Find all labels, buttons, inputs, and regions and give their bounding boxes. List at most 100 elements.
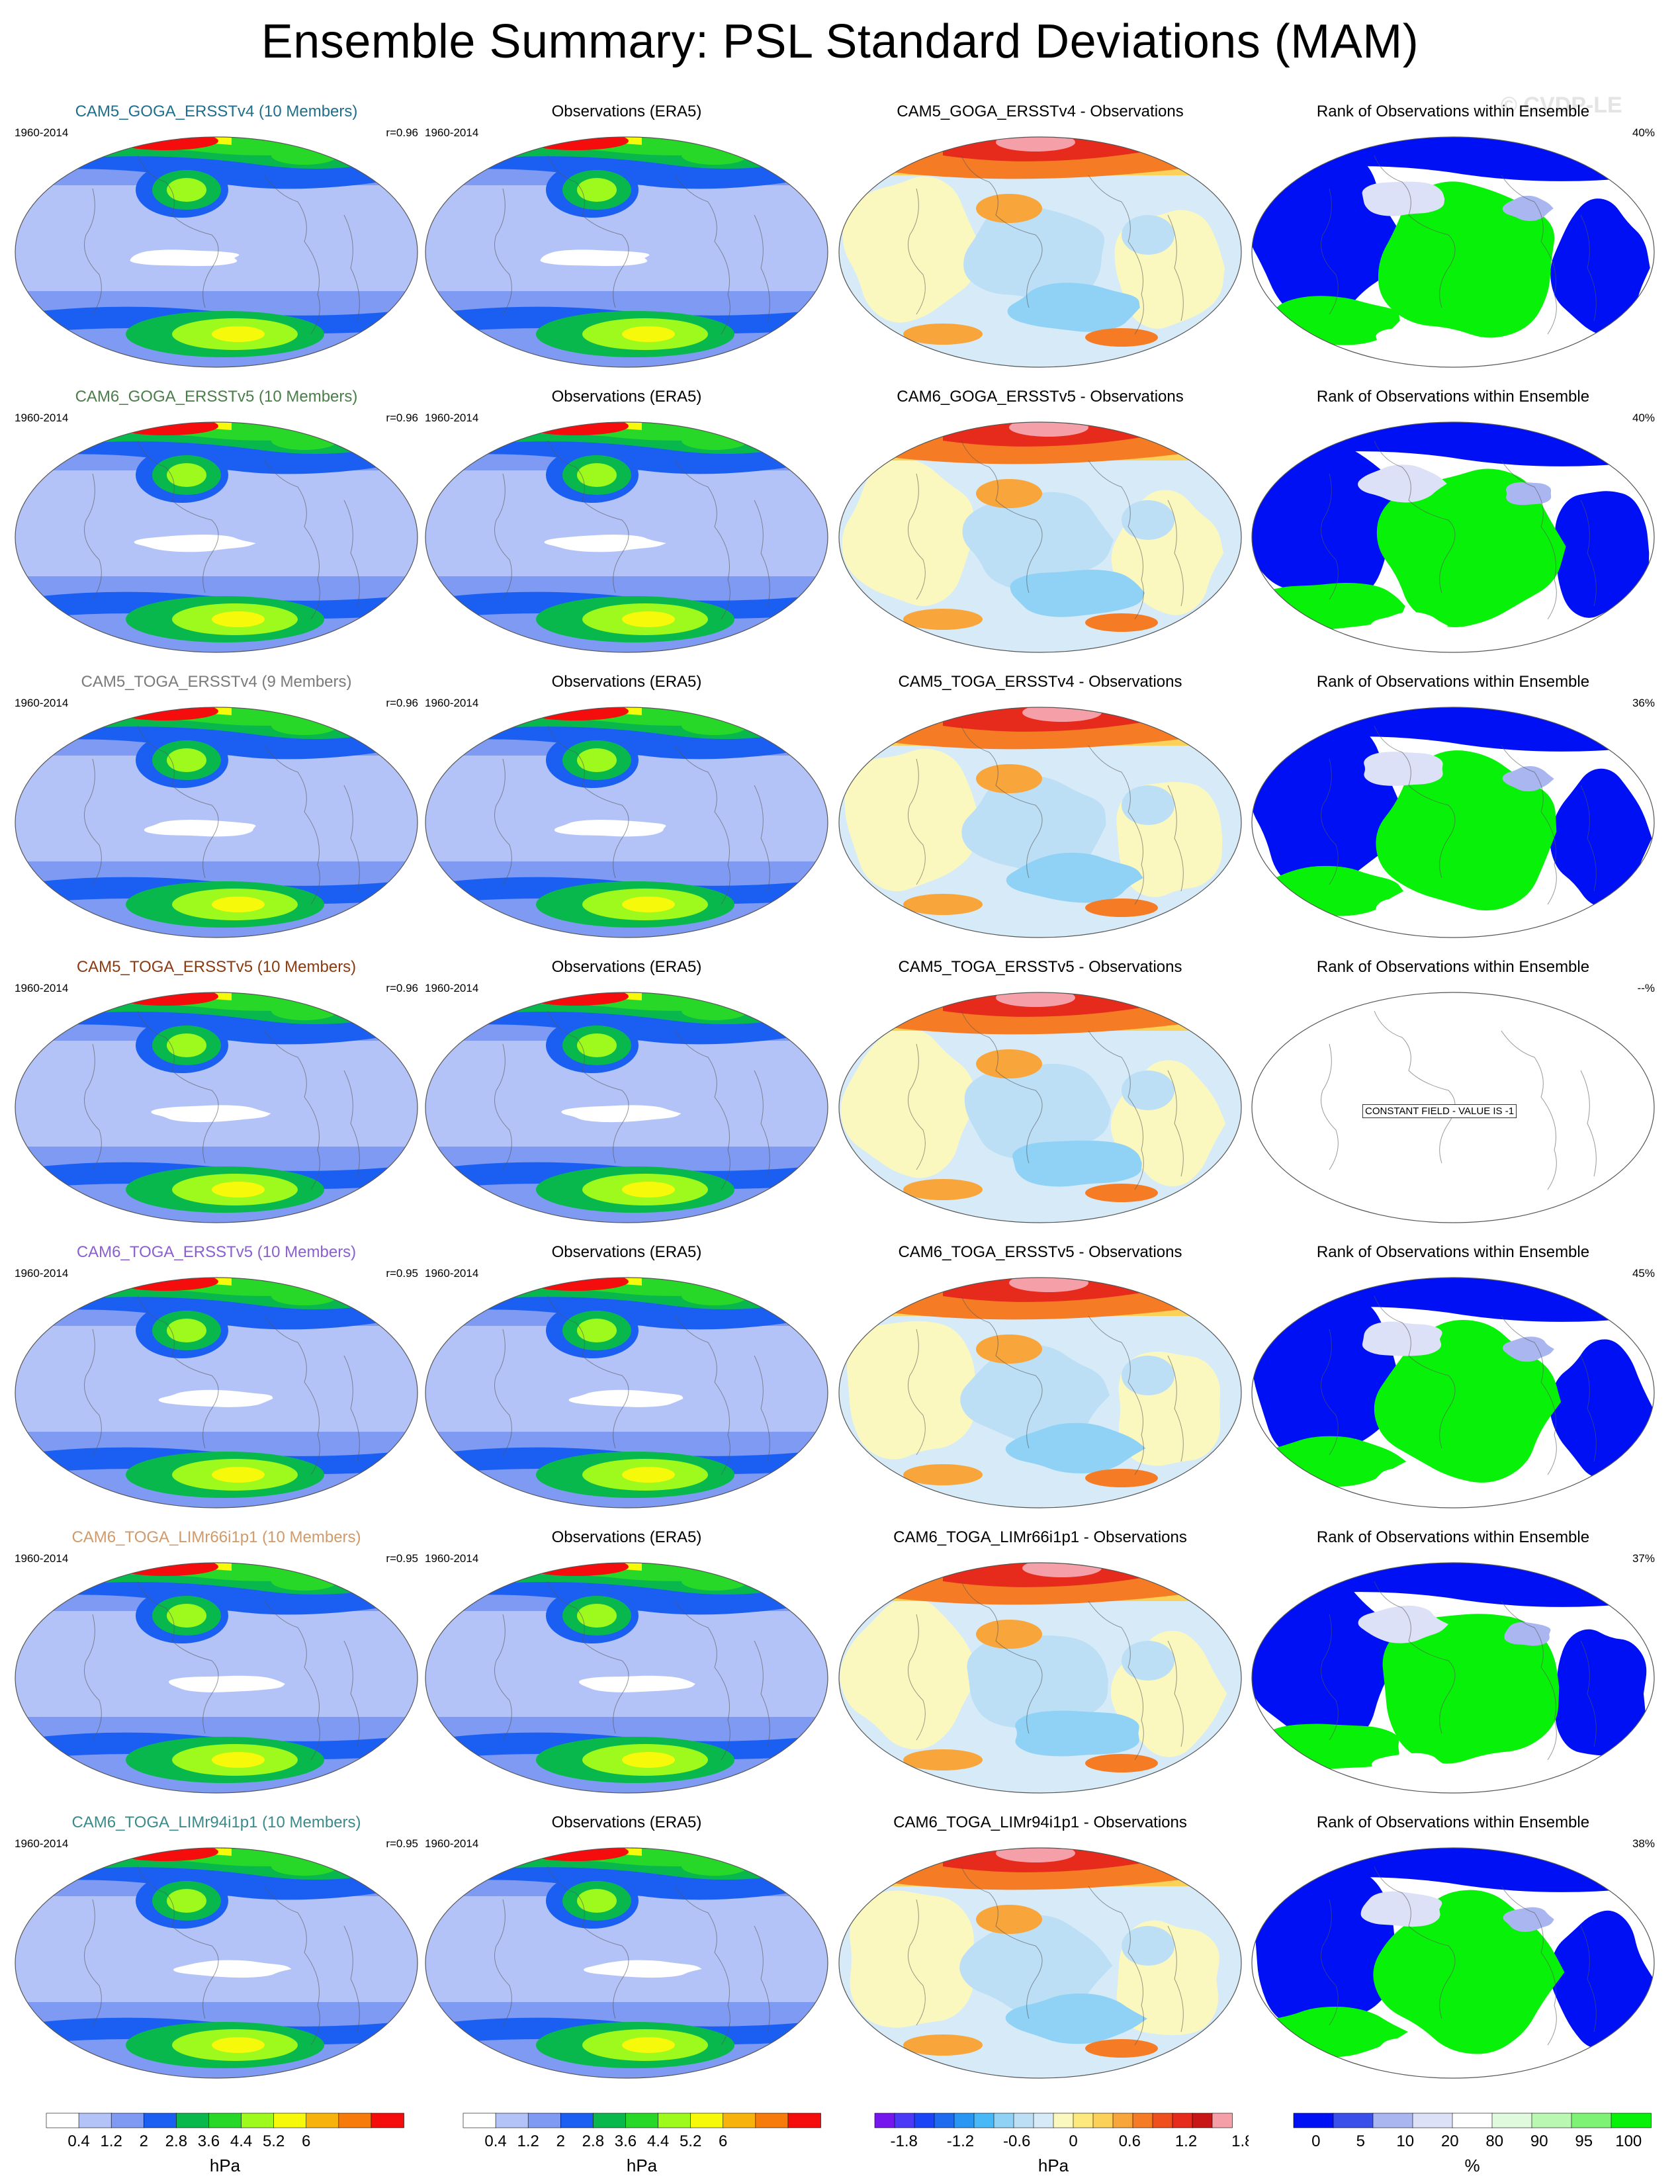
panel-model-4: CAM5_TOGA_ERSSTv5 (10 Members) 1960-2014 r… bbox=[8, 958, 425, 1236]
panel-title: CAM5_TOGA_ERSSTv4 - Observations bbox=[898, 673, 1182, 691]
colorbar-swatch bbox=[1073, 2113, 1094, 2128]
period-label: 1960-2014 bbox=[425, 412, 479, 424]
period-label: 1960-2014 bbox=[15, 982, 69, 994]
colorbar-swatch bbox=[894, 2113, 915, 2128]
panel-model-6: CAM6_TOGA_LIMr66i1p1 (10 Members) 1960-20… bbox=[8, 1528, 425, 1806]
panel-rank-1: Rank of Observations within Ensemble 40% bbox=[1245, 103, 1661, 380]
panel-title: Observations (ERA5) bbox=[551, 958, 702, 976]
map-model bbox=[15, 1847, 418, 2079]
panel-obs-4: Observations (ERA5) 1960-2014 bbox=[418, 958, 835, 1236]
panel-title: Rank of Observations within Ensemble bbox=[1316, 1243, 1590, 1261]
period-label: 1960-2014 bbox=[425, 1837, 479, 1850]
panel-title: CAM5_TOGA_ERSSTv4 (9 Members) bbox=[81, 673, 352, 691]
colorbar-swatch bbox=[1452, 2113, 1493, 2128]
colorbar-tick-label: 1.2 bbox=[517, 2132, 539, 2150]
colorbar-unit: hPa bbox=[1038, 2156, 1069, 2175]
map-model bbox=[15, 1277, 418, 1508]
panel-title: Observations (ERA5) bbox=[551, 1243, 702, 1261]
colorbar-swatch bbox=[1112, 2113, 1133, 2128]
colorbar-tick-label: 1.2 bbox=[100, 2132, 122, 2150]
map-obs bbox=[425, 1847, 828, 2079]
panel-model-5: CAM6_TOGA_ERSSTv5 (10 Members) 1960-2014 r… bbox=[8, 1243, 425, 1521]
map-model bbox=[15, 1562, 418, 1794]
colorbar-swatch bbox=[934, 2113, 955, 2128]
pattern-correlation-label: r=0.95 bbox=[386, 1267, 418, 1280]
colorbar-tick-label: 0 bbox=[1069, 2132, 1077, 2150]
colorbar-tick-label: 2.8 bbox=[165, 2132, 187, 2150]
map-obs bbox=[425, 707, 828, 938]
colorbar-swatch bbox=[143, 2113, 177, 2128]
colorbar-swatch bbox=[755, 2113, 789, 2128]
colorbar-scale: 0 5 10 20 80 90 95 100 bbox=[1293, 2113, 1652, 2150]
colorbar-swatch bbox=[953, 2113, 975, 2128]
map-diff bbox=[838, 421, 1242, 653]
period-label: 1960-2014 bbox=[15, 697, 69, 709]
colorbar-swatch bbox=[495, 2113, 529, 2128]
panel-diff-4: CAM5_TOGA_ERSSTv5 - Observations bbox=[832, 958, 1249, 1236]
colorbar-tick-label: -1.8 bbox=[891, 2132, 918, 2150]
panel-model-1: CAM5_GOGA_ERSSTv4 (10 Members) 1960-2014 r… bbox=[8, 103, 425, 380]
panel-title: Observations (ERA5) bbox=[551, 103, 702, 120]
panel-title: CAM5_TOGA_ERSSTv5 (10 Members) bbox=[76, 958, 357, 976]
panel-obs-1: Observations (ERA5) 1960-2014 bbox=[418, 103, 835, 380]
colorbar-swatch bbox=[111, 2113, 145, 2128]
map-obs bbox=[425, 1277, 828, 1508]
colorbar-tick-label: 0.4 bbox=[67, 2132, 89, 2150]
rank-percent-label: 37% bbox=[1632, 1552, 1655, 1565]
rank-percent-label: --% bbox=[1637, 982, 1655, 994]
colorbar-scale: 0.4 1.2 2 2.8 3.6 4.4 5.2 6 bbox=[46, 2113, 404, 2150]
colorbar-swatch bbox=[973, 2113, 995, 2128]
panel-rank-6: Rank of Observations within Ensemble 37% bbox=[1245, 1528, 1661, 1806]
colorbar-unit: hPa bbox=[209, 2156, 241, 2175]
colorbar-swatch bbox=[1531, 2113, 1572, 2128]
panel-diff-3: CAM5_TOGA_ERSSTv4 - Observations bbox=[832, 673, 1249, 951]
panel-title: CAM5_GOGA_ERSSTv4 - Observations bbox=[897, 103, 1184, 120]
colorbar-swatch bbox=[1611, 2113, 1652, 2128]
colorbar-swatch bbox=[1212, 2113, 1233, 2128]
colorbar-tick-label: 5.2 bbox=[263, 2132, 285, 2150]
colorbar-tick-label: 0 bbox=[1311, 2132, 1320, 2150]
panel-diff-1: CAM5_GOGA_ERSSTv4 - Observations bbox=[832, 103, 1249, 380]
colorbar-tick-label: 3.6 bbox=[615, 2132, 637, 2150]
map-rank bbox=[1251, 1277, 1655, 1508]
panel-rank-7: Rank of Observations within Ensemble 38% bbox=[1245, 1813, 1661, 2091]
map-model bbox=[15, 421, 418, 653]
period-label: 1960-2014 bbox=[425, 982, 479, 994]
map-diff bbox=[838, 136, 1242, 368]
colorbar-tick-label: 100 bbox=[1615, 2132, 1642, 2150]
map-diff bbox=[838, 1562, 1242, 1794]
colorbar-swatch bbox=[176, 2113, 210, 2128]
colorbar-tick-label: 90 bbox=[1530, 2132, 1548, 2150]
map-rank bbox=[1251, 421, 1655, 653]
colorbar-swatch bbox=[1033, 2113, 1054, 2128]
rank-percent-label: 38% bbox=[1632, 1837, 1655, 1850]
panel-title: Rank of Observations within Ensemble bbox=[1316, 673, 1590, 691]
colorbar-tick-label: 5.2 bbox=[680, 2132, 701, 2150]
period-label: 1960-2014 bbox=[15, 126, 69, 139]
map-diff bbox=[838, 992, 1242, 1223]
panel-diff-7: CAM6_TOGA_LIMr94i1p1 - Observations bbox=[832, 1813, 1249, 2091]
period-label: 1960-2014 bbox=[15, 1267, 69, 1280]
pattern-correlation-label: r=0.95 bbox=[386, 1552, 418, 1565]
panel-obs-6: Observations (ERA5) 1960-2014 bbox=[418, 1528, 835, 1806]
colorbar-tick-label: 5 bbox=[1356, 2132, 1365, 2150]
map-obs bbox=[425, 992, 828, 1223]
map-model bbox=[15, 136, 418, 368]
panel-title: Observations (ERA5) bbox=[551, 388, 702, 406]
colorbar-swatch bbox=[1192, 2113, 1213, 2128]
colorbar-scale: 0.4 1.2 2 2.8 3.6 4.4 5.2 6 bbox=[463, 2113, 821, 2150]
colorbar-swatch bbox=[690, 2113, 724, 2128]
panel-title: CAM6_TOGA_LIMr66i1p1 (10 Members) bbox=[71, 1528, 361, 1546]
colorbar-3: -1.8 -1.2 -0.6 0 0.6 1.2 1.8 hPa bbox=[858, 2112, 1249, 2178]
panel-title: CAM6_TOGA_LIMr94i1p1 (10 Members) bbox=[71, 1813, 361, 1831]
panel-title: Rank of Observations within Ensemble bbox=[1316, 388, 1590, 406]
colorbar-swatch bbox=[527, 2113, 562, 2128]
colorbar-unit: % bbox=[1464, 2156, 1480, 2175]
colorbar-swatch bbox=[658, 2113, 691, 2128]
map-model bbox=[15, 707, 418, 938]
colorbar-tick-label: 2 bbox=[556, 2132, 565, 2150]
colorbar-swatch bbox=[1172, 2113, 1193, 2128]
colorbar-swatch bbox=[1013, 2113, 1034, 2128]
colorbar-scale: -1.8 -1.2 -0.6 0 0.6 1.2 1.8 bbox=[874, 2113, 1249, 2150]
colorbar-tick-label: 2.8 bbox=[582, 2132, 604, 2150]
